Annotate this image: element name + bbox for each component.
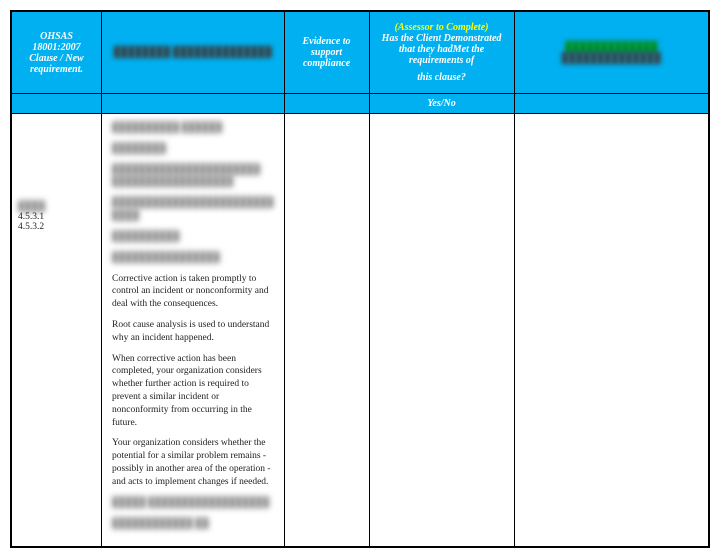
assessor-line2: this clause? [376, 72, 508, 83]
hdr-clause: OHSAS 18001:2007 Clause / New requiremen… [12, 12, 102, 94]
body-blur: █████ ██████████████████ [112, 497, 274, 510]
body-p4: Your organization considers whether the … [112, 437, 274, 488]
body-p3: When corrective action has been complete… [112, 353, 274, 430]
body-blur: ████████████████████████ ████ [112, 197, 274, 223]
body-blur: ██████████ [112, 231, 274, 244]
clause-2: 4.5.3.2 [18, 222, 95, 232]
evidence-cell [284, 114, 369, 547]
subhdr-c5 [514, 94, 708, 114]
yesno-cell [369, 114, 514, 547]
document-table-wrap: OHSAS 18001:2007 Clause / New requiremen… [10, 10, 710, 548]
body-p2: Root cause analysis is used to understan… [112, 319, 274, 345]
table-header: OHSAS 18001:2007 Clause / New requiremen… [12, 12, 709, 94]
body-blur: ████████ [112, 143, 274, 156]
hdr-evidence: Evidence to support compliance [284, 12, 369, 94]
hdr-col5: █████████████ ██████████████ [514, 12, 708, 94]
subhdr-c3 [284, 94, 369, 114]
hdr-assessor: (Assessor to Complete) Has the Client De… [369, 12, 514, 94]
notes-cell [514, 114, 708, 547]
body-cell: ██████████ ██████ ████████ █████████████… [102, 114, 285, 547]
subhdr-yesno: Yes/No [369, 94, 514, 114]
sub-header-row: Yes/No [12, 94, 709, 114]
subhdr-c1 [12, 94, 102, 114]
table-row: ████ 4.5.3.1 4.5.3.2 ██████████ ██████ █… [12, 114, 709, 547]
hdr-col5-line2: ██████████████ [521, 53, 702, 64]
subhdr-c2 [102, 94, 285, 114]
assessor-label: (Assessor to Complete) [376, 22, 508, 33]
clause-1: 4.5.3.1 [18, 212, 95, 222]
clause-cell: ████ 4.5.3.1 4.5.3.2 [12, 114, 102, 547]
body-p1: Corrective action is taken promptly to c… [112, 273, 274, 311]
body-blur: ██████████████████████ █████████████████… [112, 164, 274, 190]
body-blur: ████████████ ██ [112, 518, 274, 531]
clause-blur: ████ [18, 202, 95, 212]
body-blur: ██████████ ██████ [112, 122, 274, 135]
hdr-col5-line1: █████████████ [521, 42, 702, 53]
hdr-col2: ████████ ██████████████ [102, 12, 285, 94]
body-blur: ████████████████ [112, 252, 274, 265]
compliance-table: OHSAS 18001:2007 Clause / New requiremen… [11, 11, 709, 547]
assessor-line1: Has the Client Demonstrated that they ha… [376, 33, 508, 66]
